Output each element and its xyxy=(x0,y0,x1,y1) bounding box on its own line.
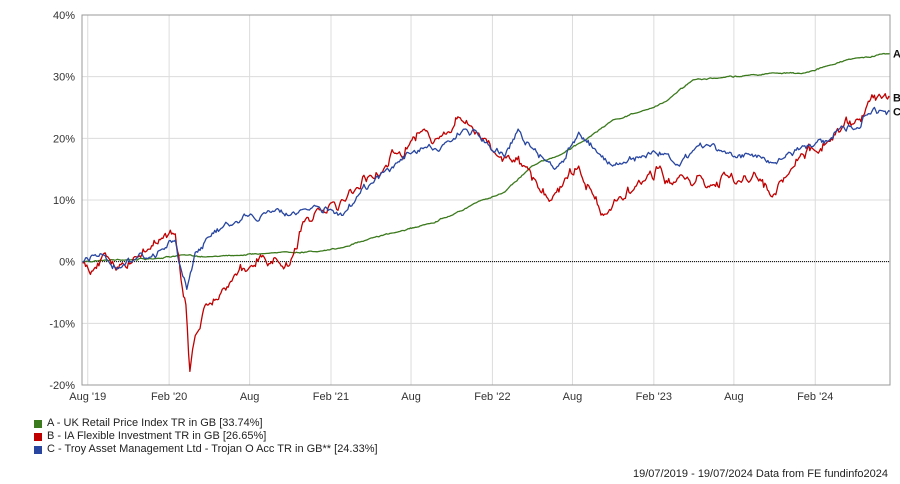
series-end-label-b: B xyxy=(893,92,900,104)
x-tick-label: Aug '19 xyxy=(69,391,106,403)
x-tick-label: Feb '24 xyxy=(797,391,833,403)
y-tick-label: 30% xyxy=(53,72,75,84)
series-end-labels: A BC xyxy=(893,49,900,119)
series-line-b xyxy=(81,93,891,373)
footer-source: 19/07/2019 - 19/07/2024 Data from FE fun… xyxy=(632,468,888,480)
legend-swatch-a xyxy=(34,419,42,428)
legend-swatch-b xyxy=(34,432,42,441)
y-tick-label: 10% xyxy=(53,195,75,207)
legend-item-b: B - IA Flexible Investment TR in GB [26.… xyxy=(34,430,378,443)
series-line-a xyxy=(81,52,891,263)
y-axis-ticks: 40% 30% 20% 10% 0% -10% -20% xyxy=(49,10,75,392)
legend-label-a: A - UK Retail Price Index TR in GB [33.7… xyxy=(47,417,263,429)
y-tick-label: -20% xyxy=(49,380,75,392)
x-tick-label: Feb '23 xyxy=(636,391,672,403)
y-tick-label: -10% xyxy=(49,318,75,330)
legend-item-c: C - Troy Asset Management Ltd - Trojan O… xyxy=(34,443,378,456)
x-tick-label: Aug xyxy=(401,391,421,403)
series-line-c xyxy=(81,106,891,291)
legend: A - UK Retail Price Index TR in GB [33.7… xyxy=(34,417,378,456)
series-end-label-a: A xyxy=(893,49,900,61)
plot-area-border xyxy=(81,14,891,386)
legend-item-a: A - UK Retail Price Index TR in GB [33.7… xyxy=(34,417,378,430)
chart-canvas: 40%30%20%10%0%-10%-20% Aug '19 Feb '20 Aug… xyxy=(49,10,900,403)
x-tick-label: Aug xyxy=(724,391,744,403)
x-tick-label: Feb '20 xyxy=(151,391,187,403)
y-tick-label: 0% xyxy=(59,257,75,269)
x-tick-label: Feb '22 xyxy=(474,391,510,403)
y-tick-label: 20% xyxy=(53,133,75,145)
series-lines xyxy=(81,52,891,373)
x-axis-ticks: Aug '19 Feb '20 Aug Feb '21 Aug Feb '22 Aug Feb… xyxy=(69,391,833,403)
legend-label-b: B - IA Flexible Investment TR in GB [26.… xyxy=(47,430,267,442)
y-tick-label: 40% xyxy=(53,10,75,22)
legend-label-c: C - Troy Asset Management Ltd - Trojan O… xyxy=(47,443,378,455)
x-tick-label: Aug xyxy=(563,391,583,403)
series-end-label-c: C xyxy=(893,107,900,119)
legend-swatch-c xyxy=(34,445,42,454)
x-tick-label: Aug xyxy=(240,391,260,403)
x-tick-label: Feb '21 xyxy=(313,391,349,403)
